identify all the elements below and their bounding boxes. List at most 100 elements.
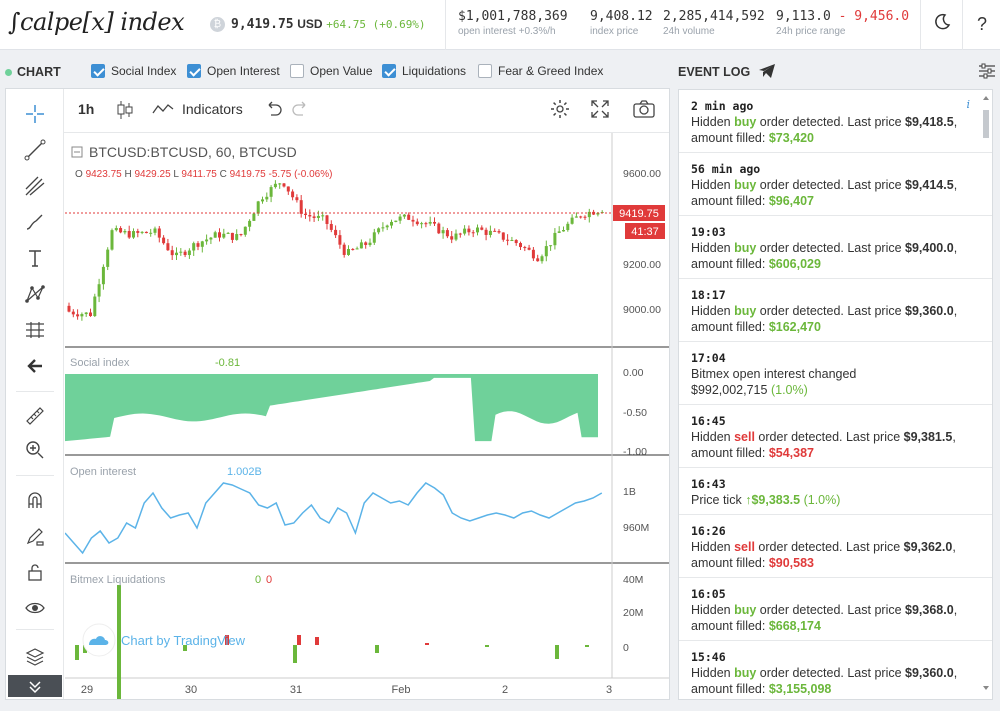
- candle-body: [381, 227, 385, 229]
- social-index-label[interactable]: Social index: [70, 357, 130, 369]
- tradingview-watermark[interactable]: Chart by TradingView: [121, 633, 246, 648]
- event-text: Hidden buy order detected. Last price $9…: [691, 241, 958, 271]
- pencil-lock-icon[interactable]: [20, 525, 50, 551]
- redo-icon[interactable]: [292, 99, 310, 122]
- settings-sliders-icon[interactable]: [978, 63, 996, 84]
- undo-icon[interactable]: [264, 99, 282, 122]
- help-button[interactable]: ?: [976, 14, 987, 34]
- candle-body: [101, 266, 105, 285]
- checkbox-icon[interactable]: [187, 64, 201, 78]
- order-side: buy: [734, 241, 757, 255]
- event-price: $9,400.0: [905, 241, 954, 255]
- open-interest-value: 1.002B: [227, 466, 262, 478]
- stat-open-interest: $1,001,788,369 open interest +0.3%/h: [458, 9, 568, 37]
- toggle-open-interest[interactable]: Open Interest: [187, 64, 280, 78]
- telegram-icon[interactable]: [758, 63, 776, 84]
- open-interest-label[interactable]: Open interest: [70, 466, 136, 478]
- toggle-liquidations[interactable]: Liquidations: [382, 64, 466, 78]
- social-tick: 0.00: [623, 367, 644, 379]
- candle-body: [89, 312, 92, 317]
- moon-icon[interactable]: [930, 12, 954, 36]
- chart-plot-area[interactable]: 9419.75 41:37 9600.00 9200.00 9000.00 BT…: [64, 133, 669, 705]
- indicators-icon[interactable]: [152, 101, 174, 120]
- checkbox-icon[interactable]: [382, 64, 396, 78]
- toggle-social-index[interactable]: Social Index: [91, 64, 176, 78]
- trend-line-icon[interactable]: [20, 139, 50, 165]
- social-index-value: -0.81: [215, 357, 240, 369]
- fib-icon[interactable]: [20, 319, 50, 345]
- last-price-tag: [613, 205, 665, 221]
- open-interest-series: [64, 482, 603, 555]
- event-text: Hidden buy order detected. Last price $9…: [691, 115, 958, 145]
- candle-body: [80, 314, 84, 317]
- candle-body: [286, 186, 290, 192]
- event-item: 19:03 Hidden buy order detected. Last pri…: [679, 216, 992, 279]
- liquidations-label[interactable]: Bitmex Liquidations: [70, 574, 166, 586]
- candle-body: [579, 216, 583, 218]
- candle-body: [372, 232, 376, 243]
- interval-selector[interactable]: 1h: [78, 101, 95, 117]
- event-item: 17:04 Bitmex open interest changed $992,00…: [679, 342, 992, 405]
- candle-body: [291, 191, 295, 198]
- lock-icon[interactable]: [20, 561, 50, 587]
- checkbox-icon[interactable]: [290, 64, 304, 78]
- info-icon[interactable]: i: [966, 98, 970, 111]
- candle-body: [355, 248, 359, 250]
- candle-body: [540, 256, 544, 262]
- candle-body: [437, 223, 441, 234]
- chart-symbol[interactable]: BTCUSD:BTCUSD, 60, BTCUSD: [89, 144, 297, 160]
- candle-body: [497, 231, 501, 233]
- candle-body: [394, 220, 398, 222]
- candle-body: [76, 314, 80, 317]
- eye-icon[interactable]: [20, 597, 50, 623]
- stat-value: $1,001,788,369: [458, 9, 568, 24]
- pattern-icon[interactable]: [20, 283, 50, 309]
- event-list: 2 min ago Hidden buy order detected. Last…: [679, 90, 992, 699]
- event-price: $9,360.0: [905, 304, 954, 318]
- candle-body: [471, 232, 475, 234]
- drawing-toolbar: [6, 89, 64, 699]
- brush-icon[interactable]: [20, 211, 50, 237]
- candle-type-icon[interactable]: [116, 99, 134, 124]
- liq-sell-value: 0: [266, 574, 272, 586]
- candle-body: [140, 231, 144, 233]
- liquidation-bar: [585, 645, 589, 647]
- event-price: $9,414.5: [905, 178, 954, 192]
- chart-svg[interactable]: 9419.75 41:37 9600.00 9200.00 9000.00 BT…: [64, 133, 669, 705]
- layers-icon[interactable]: [20, 645, 50, 671]
- event-log-panel: 2 min ago Hidden buy order detected. Last…: [678, 89, 993, 700]
- collapse-toolbar-button[interactable]: [8, 675, 62, 697]
- divider: [920, 0, 921, 50]
- toggle-fear-greed[interactable]: Fear & Greed Index: [478, 64, 603, 78]
- candle-body: [544, 246, 548, 257]
- back-arrow-icon[interactable]: [20, 355, 50, 381]
- settings-gear-icon[interactable]: [549, 98, 571, 123]
- candle-body: [299, 200, 303, 214]
- checkbox-icon[interactable]: [91, 64, 105, 78]
- fullscreen-icon[interactable]: [590, 99, 610, 122]
- order-side: buy: [734, 178, 757, 192]
- candle-body: [252, 213, 256, 221]
- toggle-open-value[interactable]: Open Value: [290, 64, 373, 78]
- time-tick: 29: [81, 684, 93, 696]
- event-time: 18:17: [691, 288, 726, 302]
- indicators-button[interactable]: Indicators: [182, 101, 243, 117]
- checkbox-icon[interactable]: [478, 64, 492, 78]
- magnet-icon[interactable]: [20, 489, 50, 515]
- price-tick: 9600.00: [623, 168, 661, 180]
- candle-body: [553, 232, 557, 246]
- candle-body: [334, 229, 338, 236]
- zoom-in-icon[interactable]: [20, 439, 50, 465]
- pitchfork-icon[interactable]: [20, 175, 50, 201]
- time-tick: 3: [606, 684, 612, 696]
- candle-body: [441, 230, 445, 234]
- ruler-icon[interactable]: [20, 405, 50, 431]
- camera-icon[interactable]: [632, 99, 656, 122]
- logo[interactable]: ∫calpe[x] index: [8, 8, 185, 36]
- event-item: 16:45 Hidden sell order detected. Last pr…: [679, 405, 992, 468]
- liquidation-bar: [297, 635, 301, 645]
- crosshair-icon[interactable]: [20, 103, 50, 129]
- open-interest-line: [64, 482, 603, 555]
- event-log-scrollbar[interactable]: [982, 94, 990, 694]
- text-icon[interactable]: [20, 247, 50, 273]
